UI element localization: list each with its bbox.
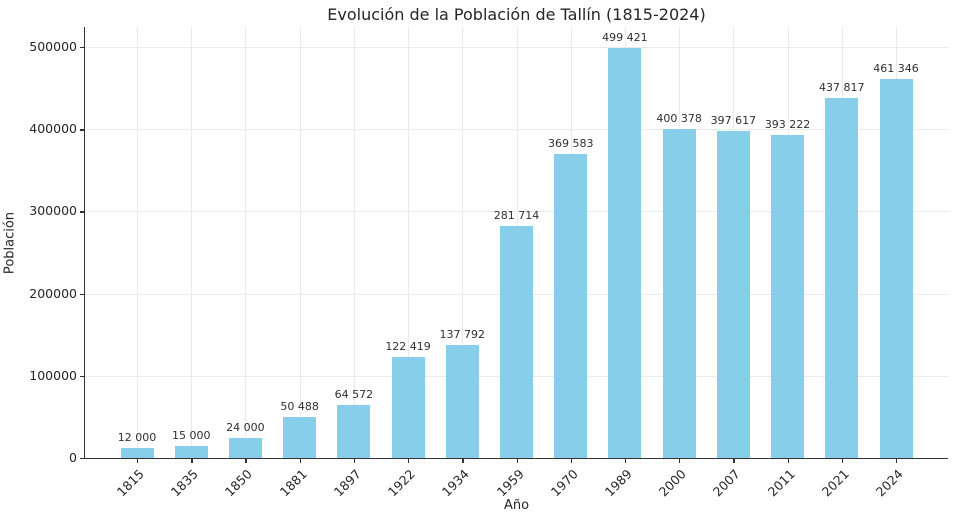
vertical-gridline — [299, 27, 301, 458]
bar-value-label: 400 378 — [656, 111, 702, 125]
bar — [174, 445, 208, 458]
bar — [662, 128, 696, 458]
x-tick-mark — [679, 459, 681, 463]
y-tick-label: 100000 — [29, 367, 77, 383]
x-axis-spine — [84, 458, 948, 460]
y-tick-mark — [80, 293, 84, 295]
x-tick-mark — [624, 459, 627, 463]
bar-value-label: 12 000 — [117, 431, 157, 445]
x-tick-mark — [570, 459, 572, 463]
y-axis-spine — [84, 27, 86, 459]
bar — [283, 416, 317, 458]
bar-value-label: 15 000 — [171, 428, 211, 442]
y-tick-mark — [80, 458, 84, 460]
bar-value-label: 461 346 — [873, 61, 919, 75]
vertical-gridline — [137, 27, 138, 458]
y-tick-label: 0 — [69, 450, 77, 465]
bar — [228, 438, 262, 458]
bar-value-label: 281 714 — [493, 209, 540, 223]
x-tick-mark — [733, 459, 735, 463]
bar — [771, 134, 805, 458]
y-tick-label: 300000 — [29, 203, 77, 219]
bar — [554, 154, 588, 458]
vertical-gridline — [353, 27, 355, 458]
bar-value-label: 50 488 — [280, 399, 319, 413]
x-tick-mark — [245, 459, 247, 463]
bar — [879, 78, 913, 458]
bar — [608, 47, 642, 458]
x-tick-mark — [137, 459, 139, 463]
vertical-gridline — [191, 27, 193, 458]
y-tick-label: 500000 — [29, 39, 77, 55]
y-tick-mark — [80, 129, 84, 131]
y-axis-label: Población — [2, 211, 18, 274]
x-axis-label: Año — [503, 498, 530, 513]
bar-value-label: 137 792 — [439, 327, 486, 341]
bar — [337, 404, 371, 458]
y-tick-label: 200000 — [29, 285, 77, 301]
bar — [391, 357, 425, 458]
bar — [825, 98, 859, 458]
x-tick-mark — [353, 459, 356, 463]
bar-value-label: 499 421 — [602, 30, 648, 44]
chart-title: Evolución de la Población de Tallín (181… — [327, 5, 706, 24]
bar — [716, 131, 750, 458]
x-tick-mark — [516, 459, 518, 463]
bar-value-label: 369 583 — [547, 137, 594, 151]
vertical-gridline — [462, 27, 464, 458]
bar-value-label: 393 222 — [764, 117, 811, 131]
y-tick-mark — [80, 47, 84, 49]
bar-value-label: 24 000 — [226, 421, 265, 435]
y-tick-label: 400000 — [29, 121, 77, 137]
x-tick-mark — [408, 459, 410, 463]
vertical-gridline — [408, 27, 410, 458]
x-tick-mark — [841, 459, 844, 463]
y-tick-mark — [80, 375, 84, 378]
bar-value-label: 397 617 — [710, 114, 757, 128]
x-tick-mark — [462, 459, 464, 463]
x-tick-mark — [896, 459, 898, 463]
x-tick-mark — [787, 459, 789, 463]
bar — [120, 448, 154, 458]
bar-value-label: 437 817 — [819, 81, 865, 95]
x-tick-mark — [299, 459, 301, 463]
y-tick-mark — [80, 211, 84, 213]
bar — [445, 344, 479, 458]
bar-value-label: 64 572 — [334, 387, 374, 401]
vertical-gridline — [245, 27, 247, 458]
x-tick-mark — [191, 459, 193, 463]
bar — [500, 226, 533, 458]
bar-value-label: 122 419 — [385, 340, 431, 354]
